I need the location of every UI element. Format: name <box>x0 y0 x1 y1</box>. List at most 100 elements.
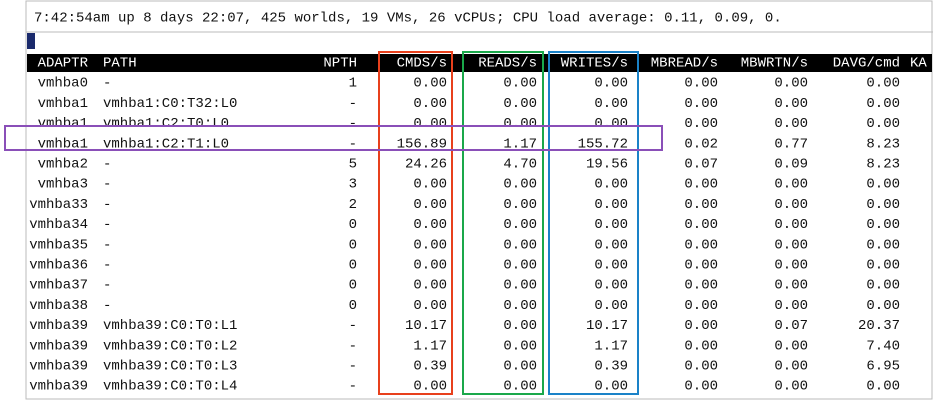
cell: 0.00 <box>594 177 628 193</box>
cell: 0.09 <box>774 157 808 173</box>
table: ADAPTR PATH NPTH CMDS/s READS/s WRITES/s MBREA… <box>29 56 927 395</box>
cell: 0.00 <box>503 278 537 294</box>
cell: - <box>103 177 111 193</box>
highlight-row <box>4 125 663 151</box>
cell: vmhba0 <box>38 76 88 92</box>
cell: 0.00 <box>413 258 447 274</box>
cell: vmhba39:C0:T0:L3 <box>103 359 237 375</box>
cell: 5 <box>349 157 357 173</box>
cell: 0.00 <box>413 76 447 92</box>
cell: 0.00 <box>774 298 808 314</box>
cell: vmhba38 <box>29 298 88 314</box>
cell: 0.00 <box>413 379 447 395</box>
cell: 0.00 <box>684 237 718 253</box>
cell: 0.00 <box>684 217 718 233</box>
cell: 0.00 <box>503 76 537 92</box>
cell: 0.00 <box>774 177 808 193</box>
cell: 0.00 <box>594 379 628 395</box>
cell: 0.00 <box>594 76 628 92</box>
cell: 0.00 <box>503 338 537 354</box>
cell: 0.00 <box>866 217 900 233</box>
cell: vmhba33 <box>29 197 88 213</box>
cell: 0.00 <box>774 379 808 395</box>
cell: 0.00 <box>503 237 537 253</box>
cell: - <box>349 116 357 132</box>
cell: 0.39 <box>413 359 447 375</box>
cursor <box>27 33 35 49</box>
cell: 0.00 <box>503 217 537 233</box>
cell: 0.02 <box>684 136 718 152</box>
cell: vmhba39 <box>29 359 88 375</box>
cell: 0.00 <box>774 197 808 213</box>
cell: 1.17 <box>503 136 537 152</box>
cell: - <box>349 96 357 112</box>
cell: 0.00 <box>594 197 628 213</box>
cell: - <box>349 338 357 354</box>
highlight-writes <box>548 51 639 395</box>
cell: 0.00 <box>774 258 808 274</box>
cell: vmhba34 <box>29 217 88 233</box>
cell: 0.00 <box>684 258 718 274</box>
cell: 20.37 <box>858 318 900 334</box>
cell: 0.00 <box>413 177 447 193</box>
cell: 0.00 <box>866 278 900 294</box>
cell: - <box>349 379 357 395</box>
cell: 0.00 <box>866 76 900 92</box>
cell: 1 <box>349 76 357 92</box>
cell: vmhba3 <box>38 177 88 193</box>
column-header: MBWRTN/s <box>741 56 808 72</box>
cell: - <box>103 157 111 173</box>
cell: 0.00 <box>413 278 447 294</box>
cell: 0 <box>349 278 357 294</box>
cell: 0.00 <box>684 116 718 132</box>
cell: - <box>349 136 357 152</box>
column-header: MBREAD/s <box>651 56 718 72</box>
cell: vmhba36 <box>29 258 88 274</box>
cell: 0.00 <box>503 379 537 395</box>
cell: 0.00 <box>684 96 718 112</box>
cell: vmhba1 <box>38 136 88 152</box>
cell: 0.00 <box>594 237 628 253</box>
column-header: READS/s <box>478 56 537 72</box>
cell: vmhba39:C0:T0:L2 <box>103 338 237 354</box>
cell: 0.00 <box>503 177 537 193</box>
cell: - <box>349 318 357 334</box>
cell: vmhba1:C2:T0:L0 <box>103 116 229 132</box>
cell: 0.00 <box>866 258 900 274</box>
cell: 0.00 <box>774 359 808 375</box>
cell: vmhba39:C0:T0:L4 <box>103 379 237 395</box>
cell: 0.00 <box>866 298 900 314</box>
cell: 0 <box>349 237 357 253</box>
cell: 0 <box>349 258 357 274</box>
cell: 0.00 <box>774 338 808 354</box>
cell: 0.00 <box>413 96 447 112</box>
cell: vmhba39 <box>29 318 88 334</box>
cell: 24.26 <box>405 157 447 173</box>
cell: 0.00 <box>774 96 808 112</box>
cell: 0.00 <box>413 237 447 253</box>
cell: vmhba1:C2:T1:L0 <box>103 136 229 152</box>
cell: 4.70 <box>503 157 537 173</box>
cell: vmhba39:C0:T0:L1 <box>103 318 237 334</box>
cell: 0.00 <box>413 217 447 233</box>
cell: 0.00 <box>684 197 718 213</box>
cell: 0.00 <box>684 338 718 354</box>
cell: 0.00 <box>866 237 900 253</box>
cell: 0.00 <box>866 197 900 213</box>
cell: 0.00 <box>503 298 537 314</box>
cell: 0.00 <box>684 318 718 334</box>
column-header: CMDS/s <box>397 56 447 72</box>
cell: 0.00 <box>866 116 900 132</box>
cell: 7.40 <box>866 338 900 354</box>
cell: 1.17 <box>594 338 628 354</box>
column-header: NPTH <box>323 56 357 72</box>
cell: 0.00 <box>594 217 628 233</box>
cell: 0.00 <box>684 359 718 375</box>
cell: 0.00 <box>684 76 718 92</box>
cell: vmhba1 <box>38 116 88 132</box>
status-line: 7:42:54am up 8 days 22:07, 425 worlds, 1… <box>34 11 782 27</box>
cell: 0.00 <box>774 76 808 92</box>
cell: 0.00 <box>503 116 537 132</box>
cell: 10.17 <box>586 318 628 334</box>
cell: 0.00 <box>866 177 900 193</box>
